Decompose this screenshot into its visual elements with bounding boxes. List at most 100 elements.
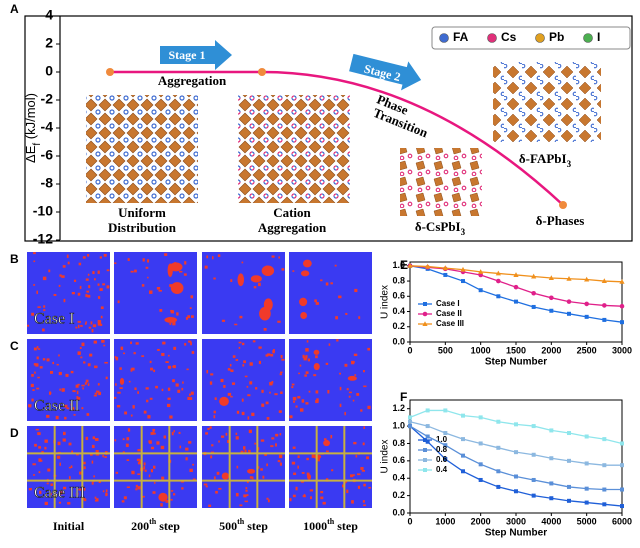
speck [102, 283, 106, 286]
speck [131, 470, 135, 475]
speck [363, 483, 366, 487]
speck [289, 498, 292, 502]
speck [58, 354, 60, 357]
speck [121, 500, 125, 503]
speck [305, 371, 309, 374]
x-axis-label: Step Number [485, 357, 547, 368]
phase-label: δ-CsPbI3 [415, 219, 466, 237]
case-label: Case II [34, 398, 80, 415]
speck [235, 359, 239, 361]
cluster [247, 468, 256, 474]
speck [126, 486, 130, 488]
y-tick-label: 0.4 [392, 306, 405, 316]
speck [187, 315, 191, 319]
point [425, 439, 430, 444]
speck [120, 346, 124, 351]
speck [116, 405, 121, 408]
cluster [221, 472, 230, 480]
speck [58, 371, 62, 376]
speck [126, 437, 130, 441]
x-tick-label: 2500 [577, 345, 597, 355]
point [478, 415, 483, 420]
legend-label: 0.4 [436, 465, 448, 474]
speck [68, 476, 71, 480]
speck [278, 410, 282, 413]
speck [216, 471, 220, 475]
speck [67, 502, 71, 505]
point [514, 450, 518, 455]
speck [114, 396, 117, 399]
point [496, 469, 501, 474]
speck [262, 475, 265, 479]
speck [210, 373, 214, 376]
speck [79, 471, 82, 475]
speck [97, 270, 100, 274]
step-label: 500th step [219, 517, 268, 532]
speck [138, 459, 142, 463]
speck [252, 340, 256, 343]
speck [88, 285, 91, 289]
point [531, 493, 536, 498]
speck [305, 402, 309, 405]
speck [82, 461, 86, 465]
speck [114, 262, 117, 264]
speck [76, 390, 79, 395]
speck [132, 405, 135, 409]
speck [152, 491, 156, 494]
y-axis-label: U index [380, 285, 391, 319]
x-tick-label: 1000 [471, 345, 491, 355]
speck [213, 410, 216, 414]
point [425, 434, 430, 439]
cluster [302, 259, 312, 268]
cluster [300, 270, 310, 277]
point [602, 502, 607, 507]
point [478, 477, 483, 482]
speck [142, 258, 145, 262]
speck [134, 269, 137, 273]
y-tick-label: 0.2 [392, 490, 405, 500]
speck [66, 254, 69, 258]
speck [235, 436, 239, 440]
speck [292, 396, 297, 401]
point [567, 484, 571, 489]
point [423, 438, 427, 442]
speck [211, 444, 214, 447]
speck [147, 415, 151, 419]
speck [227, 439, 230, 443]
speck [31, 373, 34, 377]
speck [97, 283, 100, 286]
speck [148, 474, 151, 478]
speck [260, 468, 263, 471]
speck [297, 455, 300, 459]
speck [354, 374, 357, 376]
speck [166, 403, 171, 408]
speck [103, 344, 106, 347]
speck [47, 468, 51, 472]
speck [93, 394, 97, 397]
speck [44, 501, 48, 506]
speck [81, 342, 85, 347]
phase-label: δ-FAPbI3 [519, 151, 572, 169]
speck [153, 369, 156, 373]
point [566, 299, 572, 304]
speck [279, 433, 282, 436]
speck [189, 393, 191, 396]
speck [90, 453, 93, 456]
y-axis-label: U index [380, 440, 391, 474]
speck [212, 256, 214, 260]
speck [209, 426, 212, 429]
speck [104, 456, 107, 458]
speck [249, 362, 253, 366]
speck [66, 407, 70, 410]
speck [314, 299, 317, 303]
cluster [313, 349, 320, 355]
speck [156, 286, 161, 290]
speck [152, 429, 155, 433]
cluster [261, 265, 275, 277]
speck [244, 449, 247, 453]
speck [263, 327, 267, 331]
step-text: step [156, 519, 180, 533]
y-tick-label: 0.0 [392, 507, 405, 517]
speck [218, 440, 220, 443]
